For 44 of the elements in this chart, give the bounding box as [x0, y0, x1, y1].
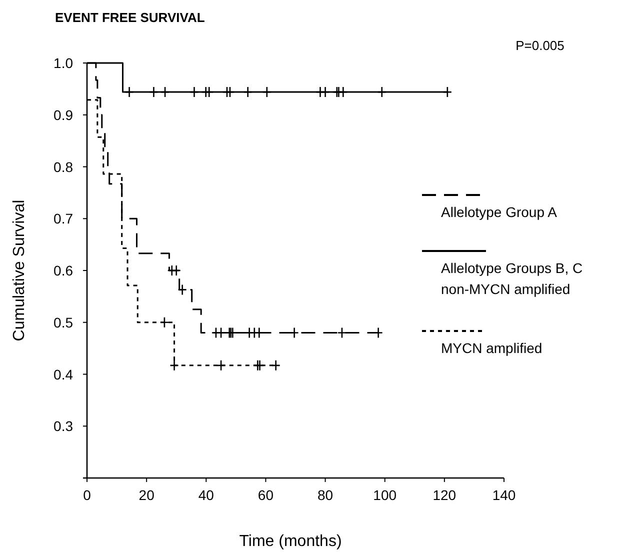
point	[149, 86, 158, 98]
x-tick-label: 0	[83, 487, 92, 503]
point	[253, 360, 262, 372]
point	[172, 264, 182, 276]
legend-label: MYCN amplified	[441, 340, 542, 356]
x-tick-label: 100	[373, 487, 397, 503]
point	[320, 86, 330, 98]
y-tick-label: 0.4	[54, 366, 74, 382]
legend-label: Allelotype Group A	[441, 204, 558, 220]
point	[160, 86, 170, 98]
legend-label: Allelotype Groups B, C non-MYCN amplified	[441, 260, 583, 297]
y-tick-label: 1.0	[54, 55, 74, 71]
x-tick-label: 120	[432, 487, 456, 503]
y-tick-label: 0.8	[54, 158, 74, 175]
x-tick-label: 140	[492, 487, 516, 503]
point	[377, 86, 387, 98]
point	[160, 316, 170, 328]
point	[262, 86, 272, 98]
y-axis-title: Cumulative Survival	[11, 200, 28, 342]
point	[255, 360, 264, 372]
x-axis-title: Time (months)	[239, 533, 342, 550]
y-tick-label: 0.3	[54, 418, 74, 434]
y-tick-label: 0.5	[54, 314, 74, 330]
text: P=0.005	[516, 38, 564, 53]
point	[178, 284, 187, 296]
y-tick-label: 0.9	[54, 106, 74, 123]
point	[190, 86, 199, 98]
point	[225, 86, 235, 98]
point	[243, 86, 252, 98]
y-tick-label: 0.6	[54, 262, 74, 278]
x-tick-label: 60	[258, 487, 274, 503]
chart-title: EVENT FREE SURVIVAL	[55, 10, 205, 25]
point	[338, 86, 348, 98]
point	[204, 86, 214, 98]
point	[442, 86, 452, 98]
x-tick-label: 80	[317, 487, 334, 503]
x-tick-label: 20	[138, 487, 155, 503]
point	[271, 360, 280, 372]
point	[216, 360, 226, 372]
x-tick-label: 40	[198, 487, 214, 503]
y-tick-label: 0.7	[54, 210, 74, 227]
point	[337, 327, 347, 338]
point	[170, 360, 179, 372]
point	[124, 86, 134, 98]
